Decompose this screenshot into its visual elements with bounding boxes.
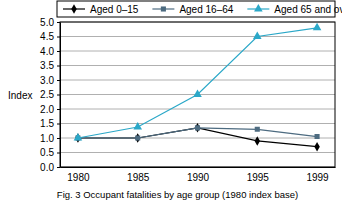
legend-label: Aged 16–64 [179,4,233,15]
x-tick: 1999 [306,167,329,183]
legend-label: Aged 0–15 [90,4,139,15]
y-axis: 0.0 0.5 1.0 1.5 2.0 2.5 3.0 3.5 4.0 4.5 5.0 [40,17,60,173]
grid-line [60,36,335,37]
y-tick: 4.5 [40,31,60,42]
legend-entry: Aged 16–64 [152,4,233,15]
y-tick: 3.0 [40,75,60,86]
y-tick: 0.5 [40,147,60,158]
y-tick-label: 1.5 [40,118,54,129]
plot-area [74,23,322,152]
legend-marker [71,4,76,13]
x-tick-label: 1999 [306,172,329,183]
y-tick: 2.5 [40,89,60,100]
y-tick: 0.0 [40,162,60,173]
y-tick-label: 3.5 [40,60,54,71]
y-tick: 1.5 [40,118,60,129]
y-tick-label: 5.0 [40,17,54,28]
x-tick-label: 1995 [247,172,270,183]
legend: Aged 0–15 Aged 16–64 Aged 65 and over [57,1,342,17]
y-axis-title: Index [8,90,32,101]
legend-marker [254,4,263,11]
x-tick-label: 1990 [187,172,210,183]
grid-line [60,152,335,153]
y-tick: 3.5 [40,60,60,71]
y-tick: 5.0 [40,17,60,28]
series-marker [255,127,260,132]
y-tick-label: 3.0 [40,75,54,86]
series-marker [135,135,140,140]
series-marker [255,136,260,145]
legend-entry: Aged 65 and over [247,4,342,15]
grid-line [60,65,335,66]
series-marker [74,133,83,140]
y-tick: 4.0 [40,46,60,57]
y-tick-label: 0.5 [40,147,54,158]
series-marker [195,125,200,130]
y-tick: 2.0 [40,104,60,115]
y-tick-label: 2.5 [40,89,54,100]
grid-line [60,51,335,52]
legend-label: Aged 65 and over [274,4,342,15]
y-tick-label: 4.5 [40,31,54,42]
y-tick-label: 1.0 [40,133,54,144]
y-tick: 1.0 [40,133,60,144]
grid-line [60,80,335,81]
plot-frame [60,22,335,167]
series-marker [253,32,262,39]
x-tick: 1990 [187,167,210,183]
chart-title: Fig. 3 Occupant fatalities by age group … [57,189,298,200]
chart: 0.00.51.01.52.02.53.03.54.04.55.01980198… [0,0,342,203]
series-marker [193,90,202,97]
series-marker [313,23,322,30]
series-marker [314,142,319,151]
x-tick: 1985 [127,167,150,183]
series-marker [135,133,140,142]
series-marker [133,122,142,129]
y-tick-label: 0.0 [40,162,54,173]
series-marker [315,134,320,139]
x-tick-label: 1980 [67,172,90,183]
x-axis: 1980 1985 1990 1995 1999 [61,167,336,183]
y-tick-label: 2.0 [40,104,54,115]
series-marker [195,123,200,132]
series-line [78,28,317,138]
legend-marker [161,6,166,11]
legend-entry: Aged 0–15 [63,4,139,15]
grid-line [60,109,335,110]
x-tick: 1980 [67,167,90,183]
grid [60,22,335,167]
x-tick: 1995 [247,167,270,183]
x-tick-label: 1985 [127,172,150,183]
y-tick-label: 4.0 [40,46,54,57]
